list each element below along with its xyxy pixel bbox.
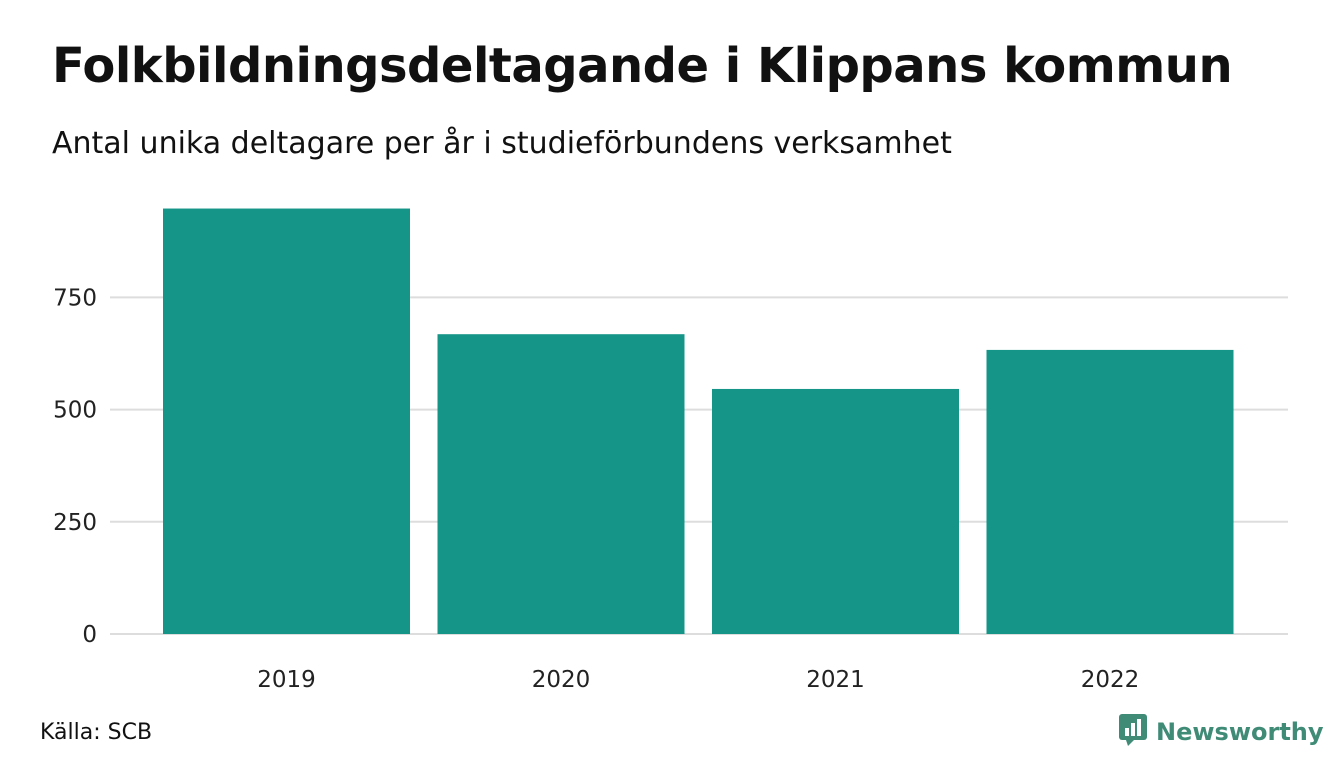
chart-title: Folkbildningsdeltagande i Klippans kommu… [52,38,1233,94]
brand-name: Newsworthy [1156,718,1324,746]
bar-2019 [163,208,410,634]
bar-2020 [437,334,685,634]
y-axis-tick-labels: 0 250 500 750 [53,285,97,648]
x-axis-tick-labels: 2019 2020 2021 2022 [257,667,1139,693]
y-tick-label: 750 [53,285,97,311]
source-label: Källa: SCB [40,720,153,745]
x-tick-label: 2022 [1081,667,1140,693]
y-tick-label: 250 [53,510,97,536]
brand: Newsworthy [1118,712,1324,752]
chart-subtitle: Antal unika deltagare per år i studieför… [52,126,952,161]
x-tick-label: 2019 [257,667,316,693]
bar-2021 [712,388,959,634]
y-tick-label: 500 [53,398,97,424]
bar-2022 [986,349,1234,634]
newsworthy-logo-icon [1118,713,1148,751]
x-tick-label: 2021 [806,667,865,693]
bars [163,208,1234,634]
x-tick-label: 2020 [532,667,591,693]
y-tick-label: 0 [82,622,97,648]
